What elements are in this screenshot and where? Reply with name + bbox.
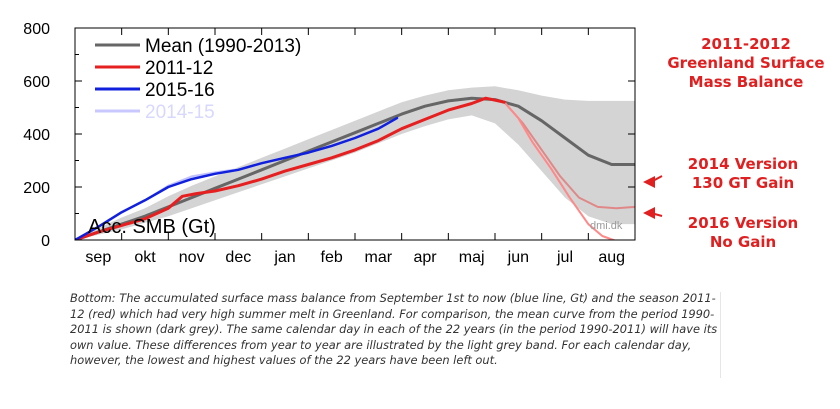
arrow-2016-head: [643, 207, 655, 219]
x-tick-label: okt: [134, 249, 156, 266]
x-tick-label: aug: [598, 249, 625, 266]
legend-label: 2014-15: [145, 102, 215, 123]
annotation-2016-line: 2016 Version: [687, 214, 799, 232]
y-tick-label: 400: [23, 127, 50, 144]
axes: 0 200 400 600 800 sep okt nov dec jan feb mar apr maj…: [23, 21, 636, 266]
x-tick-label: jan: [273, 249, 295, 266]
figure-caption: Bottom: The accumulated surface mass bal…: [70, 291, 718, 367]
x-tick-label: sep: [85, 249, 111, 266]
variability-band: [75, 86, 635, 240]
annotation-title: 2011-2012 Greenland Surface Mass Balance: [662, 35, 830, 92]
legend-label: 2011-12: [145, 58, 213, 79]
x-tick-label: jul: [556, 249, 573, 266]
x-tick-label: apr: [413, 249, 437, 266]
annotation-title-line: 2011-2012: [701, 35, 791, 53]
x-tick-label: maj: [459, 249, 485, 266]
annotation-2014-line: 130 GT Gain: [691, 174, 795, 192]
x-tick-label: feb: [321, 249, 343, 266]
series-line-2011-12: [75, 96, 506, 240]
series-line-2014-15-continuation: [503, 101, 635, 210]
annotation-2016-line: No Gain: [709, 233, 777, 251]
caption-divider: [720, 292, 721, 378]
series-line-2011-12-continuation: [503, 101, 617, 240]
watermark: dmi.dk: [590, 220, 623, 232]
smb-chart: 0 200 400 600 800 sep okt nov dec jan feb mar apr maj…: [23, 21, 663, 266]
x-tick-label: nov: [179, 249, 205, 266]
y-tick-label: 0: [41, 233, 50, 250]
annotation-2016-version: 2016 Version No Gain: [668, 214, 818, 252]
x-tick-label: mar: [365, 249, 393, 266]
y-tick-label: 800: [23, 21, 50, 38]
x-tick-label: jun: [507, 249, 529, 266]
legend-label: 2015-16: [145, 80, 215, 101]
plot-content: [75, 86, 635, 240]
annotation-2014-version: 2014 Version 130 GT Gain: [668, 155, 818, 193]
annotation-title-line: Mass Balance: [688, 73, 804, 91]
y-tick-label: 600: [23, 74, 50, 91]
annotation-2014-line: 2014 Version: [687, 155, 799, 173]
x-tick-label: dec: [225, 249, 251, 266]
y-tick-label: 200: [23, 180, 50, 197]
annotation-title-line: Greenland Surface: [667, 54, 825, 72]
legend-label: Mean (1990-2013): [145, 36, 301, 57]
plot-area: [75, 86, 635, 240]
annotation-arrows: [643, 175, 663, 219]
panel-label: Acc. SMB (Gt): [88, 216, 216, 238]
series-line-2015-16: [75, 116, 399, 240]
arrow-2014-head: [643, 176, 655, 188]
